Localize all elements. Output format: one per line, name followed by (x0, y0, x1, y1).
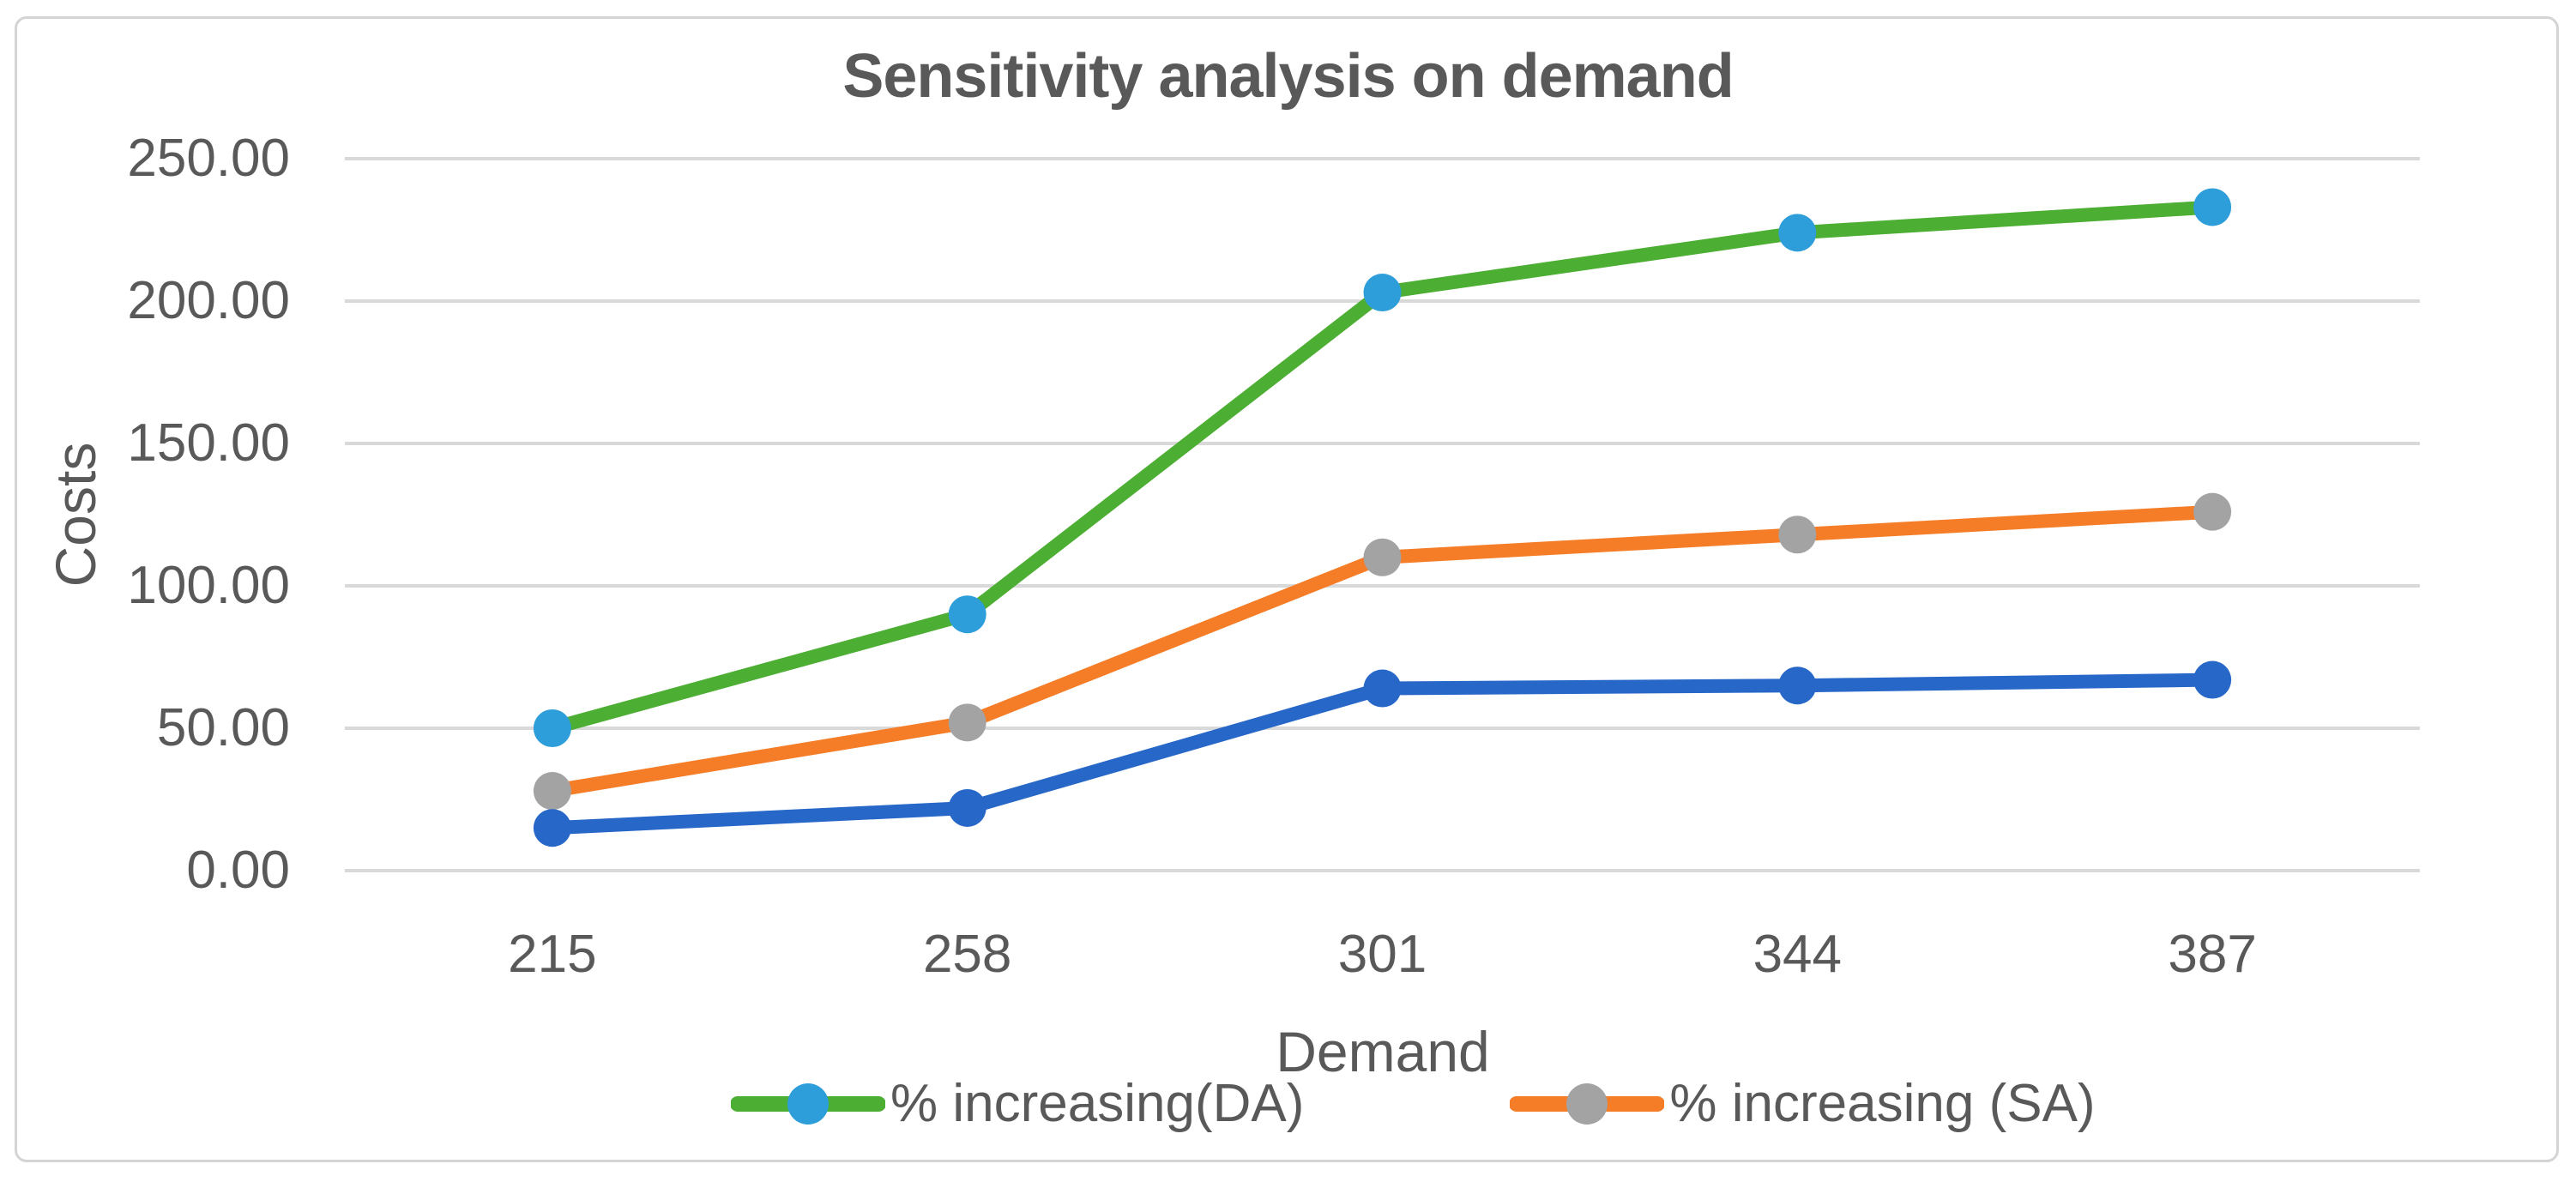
y-tick-label: 100.00 (127, 556, 290, 615)
data-point (1778, 516, 1817, 554)
y-tick-label: 150.00 (127, 413, 290, 473)
x-tick-label: 344 (1753, 925, 1843, 984)
data-point (2193, 188, 2232, 226)
legend-swatch (1510, 1083, 1665, 1125)
data-point (2193, 492, 2232, 531)
y-axis-title: Costs (44, 442, 107, 588)
y-tick-label: 200.00 (127, 271, 290, 330)
legend-label: % increasing(DA) (890, 1074, 1305, 1133)
y-tick-label: 50.00 (156, 698, 290, 757)
x-tick-label: 215 (508, 925, 597, 984)
y-tick-label: 250.00 (127, 129, 290, 188)
data-point (1778, 666, 1817, 705)
data-point (1778, 214, 1817, 252)
x-tick-label: 387 (2168, 925, 2257, 984)
y-tick-label: 0.00 (186, 841, 290, 900)
data-point (533, 709, 571, 747)
data-point (533, 772, 571, 811)
data-point (948, 595, 986, 634)
data-point (533, 809, 571, 847)
legend-label: % increasing (SA) (1669, 1074, 2096, 1133)
data-point (1363, 669, 1402, 708)
x-axis-title: Demand (1276, 1020, 1490, 1083)
legend-swatch (731, 1083, 885, 1125)
legend-marker-icon (1566, 1083, 1608, 1125)
legend-item: % increasing(DA) (731, 1076, 1304, 1132)
chart-title: Sensitivity analysis on demand (842, 42, 1734, 111)
legend-item: % increasing (SA) (1510, 1074, 2096, 1133)
legend-marker-icon (787, 1083, 829, 1125)
x-tick-label: 258 (922, 925, 1012, 984)
data-point (1363, 274, 1402, 312)
data-point (1363, 538, 1402, 576)
data-point (948, 788, 986, 827)
data-point (2193, 660, 2232, 699)
x-tick-label: 301 (1337, 925, 1427, 984)
legend: % increasing(DA) % increasing (SA) (731, 1076, 2096, 1132)
data-point (948, 703, 986, 742)
